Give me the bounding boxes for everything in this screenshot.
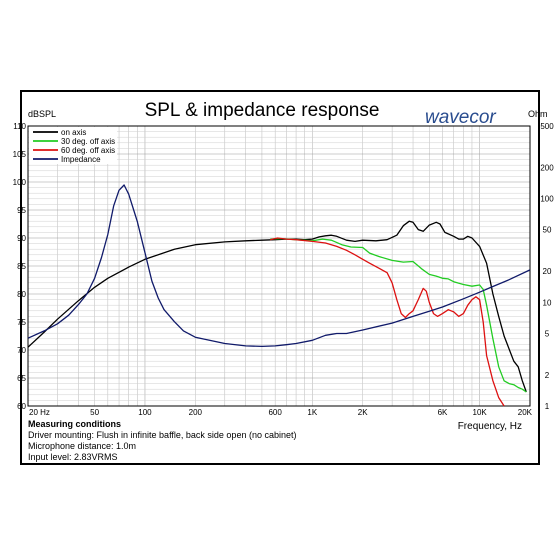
y-left-tick-label: 60 xyxy=(17,402,26,411)
y-left-tick-label: 105 xyxy=(13,150,27,159)
y-right-tick-label: 5 xyxy=(545,329,550,338)
legend-label-3: Impedance xyxy=(61,155,101,164)
legend-box xyxy=(29,127,117,164)
y-right-tick-label: 1 xyxy=(545,402,550,411)
y-left-tick-label: 70 xyxy=(17,346,26,355)
measuring-conditions: Measuring conditions Driver mounting: Fl… xyxy=(28,419,448,463)
y-right-tick-label: 20 xyxy=(543,267,552,276)
y-right-axis-label: Ohm xyxy=(528,109,548,119)
y-right-tick-label: 100 xyxy=(540,195,554,204)
y-left-tick-label: 90 xyxy=(17,234,26,243)
tick-labels: 20 Hz 50 100 200 600 1K 2K 6K 10K 20K 60 65 70 75 80 85… xyxy=(13,122,555,417)
y-left-tick-label: 80 xyxy=(17,290,26,299)
legend-label-2: 60 deg. off axis xyxy=(61,146,115,155)
y-left-tick-label: 85 xyxy=(17,262,26,271)
y-right-tick-label: 2 xyxy=(545,371,550,380)
conditions-line-input: Input level: 2.83VRMS xyxy=(28,452,118,462)
y-right-tick-label: 200 xyxy=(540,163,554,172)
y-left-tick-label: 110 xyxy=(13,122,26,131)
series-line-2 xyxy=(270,237,505,407)
conditions-title: Measuring conditions xyxy=(28,419,122,429)
x-tick-label: 1K xyxy=(307,408,317,417)
series-line-3 xyxy=(27,184,531,348)
y-left-tick-label: 100 xyxy=(13,178,27,187)
x-tick-label: 50 xyxy=(90,408,99,417)
x-tick-label: 100 xyxy=(138,408,152,417)
y-left-axis-label: dBSPL xyxy=(28,109,56,119)
series-line-0 xyxy=(27,220,527,393)
y-right-tick-label: 50 xyxy=(543,226,552,235)
legend-label-0: on axis xyxy=(61,128,86,137)
x-tick-label: 20 Hz xyxy=(29,408,50,417)
brand-logo: wavecor xyxy=(425,107,496,128)
legend-label-1: 30 deg. off axis xyxy=(61,137,115,146)
conditions-line-distance: Microphone distance: 1.0m xyxy=(28,441,137,451)
series-line-1 xyxy=(270,237,527,393)
x-axis-label: Frequency, Hz xyxy=(458,421,522,432)
y-left-tick-label: 95 xyxy=(17,206,26,215)
x-tick-label: 200 xyxy=(189,408,203,417)
y-right-tick-label: 10 xyxy=(543,298,552,307)
x-tick-label: 2K xyxy=(358,408,368,417)
y-left-tick-label: 65 xyxy=(17,374,26,383)
chart-title: SPL & impedance response xyxy=(145,100,380,121)
x-tick-label: 600 xyxy=(268,408,282,417)
conditions-line-mounting: Driver mounting: Flush in infinite baffl… xyxy=(28,430,297,440)
curves xyxy=(27,184,531,407)
plot-border xyxy=(27,125,531,407)
y-right-tick-label: 500 xyxy=(540,122,554,131)
x-tick-label: 6K xyxy=(438,408,448,417)
y-left-tick-label: 75 xyxy=(17,318,26,327)
x-tick-label: 20K xyxy=(518,408,533,417)
x-tick-label: 10K xyxy=(473,408,488,417)
